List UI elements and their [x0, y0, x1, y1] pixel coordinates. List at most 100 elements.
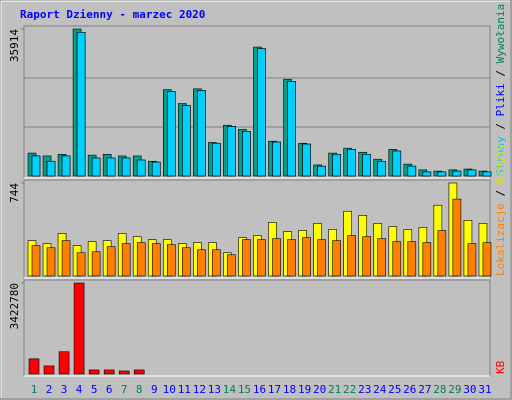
- x-tick-label: 13: [208, 383, 221, 396]
- x-tick-label: 19: [298, 383, 311, 396]
- x-tick-label: 18: [283, 383, 296, 396]
- x-tick-label: 25: [388, 383, 401, 396]
- bar: [377, 160, 387, 177]
- x-tick-label: 17: [268, 383, 281, 396]
- bar: [212, 249, 221, 277]
- x-tick-label: 29: [448, 383, 461, 396]
- x-tick-label: 14: [223, 383, 237, 396]
- y-tick-label: 35914: [8, 29, 21, 62]
- y-tick-label: 744: [8, 183, 21, 203]
- bar: [182, 105, 191, 177]
- bar: [46, 160, 56, 177]
- bar: [242, 239, 251, 277]
- bar: [151, 243, 161, 277]
- bar: [377, 238, 387, 277]
- x-tick-label: 21: [328, 383, 341, 396]
- bar: [257, 48, 266, 177]
- bar: [121, 243, 131, 277]
- bar: [437, 230, 447, 277]
- x-tick-label: 23: [358, 383, 371, 396]
- x-tick-label: 20: [313, 383, 326, 396]
- bar: [317, 165, 326, 177]
- x-tick-label: 2: [46, 383, 53, 396]
- bar: [272, 141, 281, 177]
- legend-separator: /: [494, 63, 507, 83]
- x-tick-label: 10: [163, 383, 176, 396]
- bar: [166, 91, 176, 177]
- bar: [106, 157, 116, 177]
- bar: [118, 370, 130, 375]
- bar: [28, 358, 40, 375]
- bar: [272, 238, 281, 277]
- bar: [103, 369, 115, 375]
- legend-separator: /: [494, 183, 507, 203]
- bar: [136, 242, 146, 277]
- bar: [73, 282, 85, 375]
- bar: [133, 369, 145, 375]
- x-tick-label: 3: [61, 383, 68, 396]
- bar: [362, 236, 372, 277]
- bar: [136, 159, 146, 177]
- bar: [467, 169, 477, 177]
- bar: [46, 247, 56, 277]
- bar: [302, 237, 311, 277]
- bar: [197, 249, 206, 277]
- x-tick-label: 26: [403, 383, 416, 396]
- x-tick-label: 16: [253, 383, 266, 396]
- bar: [422, 242, 432, 277]
- bar: [392, 150, 402, 177]
- legend: KB: [494, 360, 507, 374]
- legend-entry: Lokalizacje: [494, 203, 507, 276]
- x-tick-label: 5: [91, 383, 98, 396]
- legend: Lokalizacje / Wizyty: [494, 143, 507, 276]
- bar: [31, 155, 41, 177]
- x-tick-label: 22: [343, 383, 356, 396]
- x-tick-label: 4: [76, 383, 83, 396]
- x-tick-label: 27: [418, 383, 431, 396]
- legend-entry: Pliki: [494, 83, 507, 116]
- bar: [287, 239, 296, 277]
- legend-separator: /: [494, 116, 507, 136]
- chart-title: Raport Dzienny - marzec 2020: [20, 8, 205, 21]
- bar: [182, 247, 191, 277]
- bar: [422, 171, 432, 177]
- x-tick-label: 30: [463, 383, 476, 396]
- bar: [317, 239, 326, 277]
- bar: [467, 243, 477, 277]
- bar: [227, 254, 236, 277]
- bar: [43, 365, 55, 375]
- bar: [31, 245, 41, 277]
- bar: [362, 154, 372, 177]
- bar: [302, 143, 311, 177]
- bar: [452, 170, 462, 177]
- legend-entry: Wywołania: [494, 4, 507, 64]
- bar: [227, 126, 236, 177]
- x-tick-label: 8: [136, 383, 143, 396]
- bar: [452, 198, 462, 277]
- bar: [76, 32, 86, 177]
- bar: [91, 251, 101, 277]
- bar: [88, 369, 100, 375]
- bar: [392, 241, 402, 277]
- x-tick-label: 7: [121, 383, 128, 396]
- legend-entry: Wizyty: [494, 143, 507, 183]
- bar: [58, 351, 70, 375]
- bar: [212, 142, 221, 177]
- legend-entry: Strony: [494, 136, 507, 176]
- x-tick-label: 9: [151, 383, 158, 396]
- legend-entry: KB: [494, 360, 507, 374]
- bar: [482, 242, 492, 277]
- x-tick-label: 11: [178, 383, 191, 396]
- x-tick-label: 1: [31, 383, 38, 396]
- y-tick-label: 3422780: [8, 283, 21, 329]
- bar: [407, 165, 417, 177]
- bar: [482, 171, 492, 177]
- panel: [23, 279, 491, 377]
- x-tick-label: 6: [106, 383, 113, 396]
- x-tick-label: 12: [193, 383, 206, 396]
- bar: [106, 246, 116, 277]
- bar: [151, 161, 161, 177]
- x-tick-label: 15: [238, 383, 251, 396]
- bar: [242, 131, 251, 177]
